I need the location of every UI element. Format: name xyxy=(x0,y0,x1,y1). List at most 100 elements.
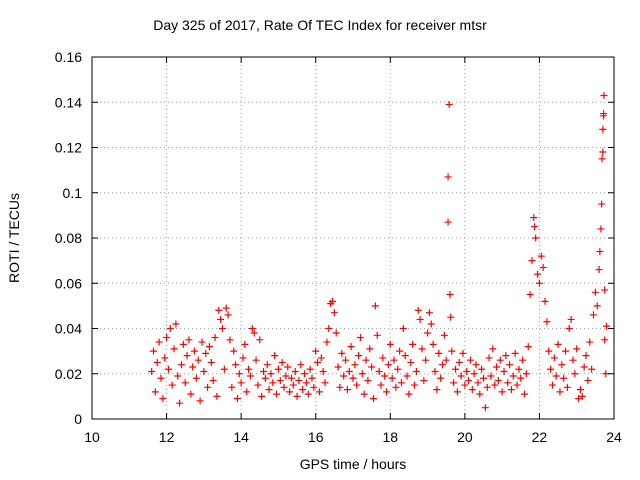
data-point xyxy=(163,334,171,342)
data-point xyxy=(440,331,448,339)
data-point xyxy=(358,370,366,378)
data-point xyxy=(405,390,413,398)
data-point xyxy=(289,381,297,389)
data-point xyxy=(513,381,521,389)
grid xyxy=(92,57,614,419)
data-point xyxy=(601,336,609,344)
data-point xyxy=(483,383,491,391)
data-point xyxy=(306,365,314,373)
data-point xyxy=(202,349,210,357)
data-point xyxy=(485,354,493,362)
data-point xyxy=(450,379,458,387)
x-tick-label: 24 xyxy=(606,429,622,445)
data-point xyxy=(200,367,208,375)
data-point xyxy=(170,345,178,353)
data-point xyxy=(392,383,400,391)
data-point xyxy=(332,329,340,337)
data-point xyxy=(582,352,590,360)
data-point xyxy=(478,365,486,373)
data-point xyxy=(468,386,476,394)
data-point xyxy=(207,358,215,366)
axis-ticks: 10 12 14 16 18 20 22 24 0 0.02 0.04 0.06 0.08 0.1 0.12… xyxy=(55,49,622,445)
data-point xyxy=(280,383,288,391)
data-point xyxy=(330,309,338,317)
x-axis-label: GPS time / hours xyxy=(299,456,407,472)
data-point xyxy=(177,361,185,369)
data-point xyxy=(233,395,241,403)
data-point xyxy=(397,379,405,387)
data-point xyxy=(425,309,433,317)
data-point xyxy=(368,363,376,371)
data-point xyxy=(461,381,469,389)
data-point xyxy=(388,374,396,382)
data-point xyxy=(226,336,234,344)
data-point xyxy=(254,381,262,389)
data-point xyxy=(442,356,450,364)
data-point xyxy=(323,338,331,346)
data-point xyxy=(258,392,266,400)
data-point xyxy=(213,392,221,400)
data-point xyxy=(273,390,281,398)
data-point xyxy=(308,374,316,382)
data-point xyxy=(179,340,187,348)
data-point xyxy=(563,383,571,391)
data-point xyxy=(504,379,512,387)
data-point xyxy=(161,354,169,362)
data-point xyxy=(241,340,249,348)
data-point xyxy=(219,325,226,332)
data-point xyxy=(168,381,176,389)
data-point xyxy=(498,388,506,396)
data-point xyxy=(302,379,310,387)
data-point xyxy=(245,365,253,373)
data-point xyxy=(342,356,350,364)
data-point xyxy=(401,352,409,360)
data-point xyxy=(588,365,596,373)
data-point xyxy=(600,110,608,118)
data-point xyxy=(600,91,608,99)
data-point xyxy=(539,263,547,271)
data-point xyxy=(390,356,398,364)
data-point xyxy=(472,361,480,369)
data-point xyxy=(396,347,404,355)
data-point xyxy=(172,320,180,328)
data-point xyxy=(276,377,284,385)
data-point xyxy=(601,286,609,294)
data-point xyxy=(556,388,564,396)
data-point xyxy=(509,372,517,380)
data-point xyxy=(466,356,474,364)
data-point xyxy=(515,365,523,373)
data-point xyxy=(366,345,374,353)
data-point xyxy=(476,390,484,398)
data-point xyxy=(481,404,489,412)
chart-title: Day 325 of 2017, Rate Of TEC Index for r… xyxy=(153,17,487,33)
data-point xyxy=(355,352,363,360)
data-point xyxy=(364,377,372,385)
data-point xyxy=(598,200,606,208)
data-point xyxy=(552,372,560,380)
data-point xyxy=(598,155,606,163)
data-point xyxy=(578,392,586,400)
data-point xyxy=(301,370,309,378)
data-point xyxy=(166,325,174,332)
data-point xyxy=(409,340,417,348)
data-point xyxy=(282,372,290,380)
data-point xyxy=(220,365,228,373)
data-point xyxy=(153,358,161,366)
data-point xyxy=(222,304,230,312)
data-point xyxy=(493,363,501,371)
data-point xyxy=(243,388,251,396)
data-point xyxy=(371,302,379,310)
data-point xyxy=(386,340,394,348)
data-point xyxy=(502,352,510,360)
data-point xyxy=(480,374,487,382)
data-point xyxy=(356,334,364,342)
data-point xyxy=(194,356,202,364)
data-point xyxy=(291,367,299,375)
x-tick-label: 14 xyxy=(233,429,249,445)
data-point xyxy=(446,291,454,299)
y-tick-label: 0.1 xyxy=(63,185,83,201)
data-point xyxy=(427,320,435,328)
data-point xyxy=(340,372,348,380)
data-point xyxy=(155,338,163,346)
